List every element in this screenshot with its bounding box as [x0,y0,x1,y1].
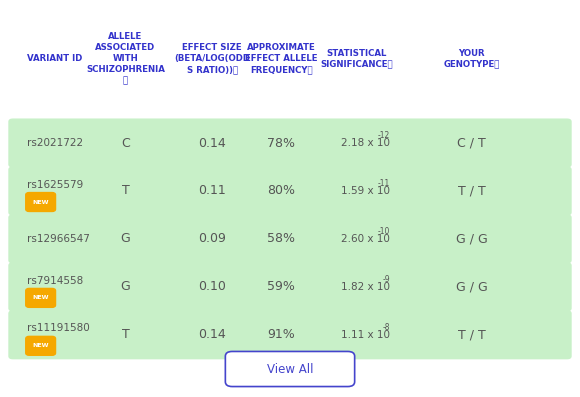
Text: 2.18 x 10: 2.18 x 10 [341,138,390,148]
FancyBboxPatch shape [26,289,56,307]
Text: 59%: 59% [267,280,295,293]
Text: 80%: 80% [267,185,295,197]
Text: 1.11 x 10: 1.11 x 10 [341,330,390,340]
FancyBboxPatch shape [8,214,572,264]
Text: EFFECT SIZE
(BETA/LOG(ODD
S RATIO))ⓘ: EFFECT SIZE (BETA/LOG(ODD S RATIO))ⓘ [174,43,250,74]
Text: -8: -8 [382,323,390,332]
Text: T: T [122,328,129,341]
Text: 91%: 91% [267,328,295,341]
Text: 78%: 78% [267,137,295,150]
Text: 0.14: 0.14 [198,328,226,341]
Text: G: G [121,232,130,245]
Text: -9: -9 [382,275,390,284]
Text: NEW: NEW [32,343,49,348]
Text: T / T: T / T [458,185,485,197]
FancyBboxPatch shape [8,262,572,311]
Text: T / T: T / T [458,328,485,341]
Text: rs7914558: rs7914558 [27,276,84,285]
FancyBboxPatch shape [8,166,572,216]
Text: NEW: NEW [32,200,49,204]
Text: C: C [121,137,130,150]
Text: -10: -10 [378,227,390,236]
Text: rs12966547: rs12966547 [27,234,90,244]
FancyBboxPatch shape [8,118,572,168]
Text: 2.60 x 10: 2.60 x 10 [341,234,390,244]
Text: NEW: NEW [32,295,49,301]
Text: G / G: G / G [456,280,488,293]
Text: 1.82 x 10: 1.82 x 10 [341,282,390,292]
Text: C / T: C / T [458,137,486,150]
Text: 58%: 58% [267,232,295,245]
Text: -11: -11 [378,179,390,188]
FancyBboxPatch shape [8,310,572,359]
Text: 0.11: 0.11 [198,185,226,197]
FancyBboxPatch shape [26,336,56,355]
Text: VARIANT ID: VARIANT ID [27,54,83,63]
Text: -12: -12 [378,131,390,141]
Text: ALLELE
ASSOCIATED
WITH
SCHIZOPHRENIA
ⓘ: ALLELE ASSOCIATED WITH SCHIZOPHRENIA ⓘ [86,32,165,85]
Text: rs11191580: rs11191580 [27,324,90,333]
Text: rs1625579: rs1625579 [27,180,84,190]
Text: YOUR
GENOTYPEⓘ: YOUR GENOTYPEⓘ [444,48,500,69]
Text: 0.14: 0.14 [198,137,226,150]
Text: APPROXIMATE
EFFECT ALLELE
FREQUENCYⓘ: APPROXIMATE EFFECT ALLELE FREQUENCYⓘ [245,43,318,74]
Text: G: G [121,280,130,293]
Text: T: T [122,185,129,197]
Text: 1.59 x 10: 1.59 x 10 [341,186,390,196]
Text: STATISTICAL
SIGNIFICANCEⓘ: STATISTICAL SIGNIFICANCEⓘ [320,48,393,69]
Text: rs2021722: rs2021722 [27,138,84,148]
Text: 0.10: 0.10 [198,280,226,293]
Text: View All: View All [267,362,313,376]
Text: G / G: G / G [456,232,488,245]
FancyBboxPatch shape [226,351,354,387]
Text: 0.09: 0.09 [198,232,226,245]
FancyBboxPatch shape [26,193,56,212]
